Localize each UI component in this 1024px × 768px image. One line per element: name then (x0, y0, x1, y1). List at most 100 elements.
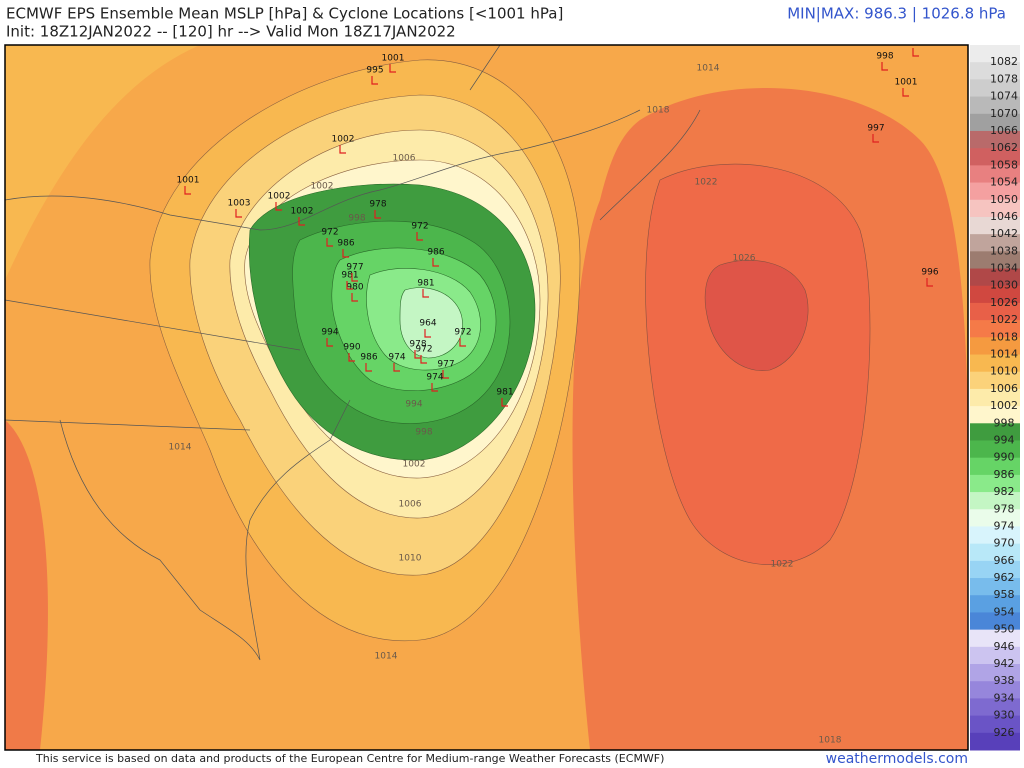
colorbar-label: 1062 (990, 141, 1018, 154)
colorbar-band (970, 646, 1020, 665)
cyclone-marker (926, 278, 933, 287)
fill-1014-nw (5, 45, 200, 280)
cyclone-pressure: 994 (321, 328, 338, 338)
colorbar-band (970, 337, 1020, 356)
contour-label: 1014 (169, 443, 192, 453)
cyclone-pressure: 995 (366, 66, 383, 76)
cyclone-pressure: 1001 (895, 78, 918, 88)
colorbar-label: 1074 (990, 90, 1018, 103)
colorbar-label: 1058 (990, 158, 1018, 171)
colorbar-band (970, 406, 1020, 424)
contour-label: 1014 (697, 64, 720, 74)
colorbar-band (970, 285, 1020, 304)
colorbar-band (970, 509, 1020, 527)
colorbar-label: 1022 (990, 313, 1018, 326)
cyclone-marker (348, 353, 355, 362)
cyclone-pressure: 978 (369, 200, 386, 210)
coastlines (5, 45, 701, 661)
colorbar-label: 1038 (990, 244, 1018, 257)
fill-1018-west (5, 420, 48, 750)
contour-label: 1026 (733, 254, 756, 264)
colorbar-label: 966 (994, 554, 1015, 567)
map-frame (4, 44, 969, 751)
cyclone-pressure: 972 (411, 222, 428, 232)
colorbar-label: 1006 (990, 382, 1018, 395)
colorbar-band (970, 715, 1020, 734)
colorbar-label: 1018 (990, 330, 1018, 343)
map-labels: 1014 1018 1022 1026 1022 1018 1014 1010 1006 1002… (169, 45, 939, 746)
colorbar-band (970, 595, 1020, 613)
cyclone-marker (393, 363, 400, 372)
colorbar-label: 930 (994, 709, 1015, 722)
colorbar-label: 986 (994, 468, 1015, 481)
fill-1026 (704, 260, 809, 371)
colorbar-band (970, 216, 1020, 235)
colorbar-label: 1082 (990, 55, 1018, 68)
cyclone-marker (389, 64, 396, 73)
colorbar-band (970, 79, 1020, 98)
cyclone-marker (351, 273, 358, 282)
cyclone-marker (420, 355, 427, 364)
colorbar-band (970, 526, 1020, 545)
cyclone-pressure: 986 (360, 353, 377, 363)
site: weathermodels.com (826, 751, 968, 767)
colorbar-band (970, 664, 1020, 682)
cyclone-pressure: 1003 (228, 199, 251, 209)
cyclone-marker (346, 281, 353, 290)
cyclone-pressure: 1002 (291, 207, 314, 217)
cyclone-pressure: 972 (454, 328, 471, 338)
colorbar-label: 990 (994, 451, 1015, 464)
cyclone-marker (326, 338, 333, 347)
colorbar-label: 1054 (990, 176, 1018, 189)
colorbar-label: 938 (994, 674, 1015, 687)
colorbar-label: 1066 (990, 124, 1018, 137)
colorbar-label: 1070 (990, 107, 1018, 120)
contour-label: 1006 (399, 500, 422, 510)
colorbar-label: 926 (994, 726, 1015, 739)
colorbar: 1082 1078 1074 1070 1066 1062 1058 1054 1050 1046… (970, 45, 1020, 751)
contour-label: 1022 (695, 178, 718, 188)
colorbar-band (970, 320, 1020, 338)
cyclone-pressure: 986 (337, 239, 354, 249)
cyclone-pressure: 1001 (177, 176, 200, 186)
contour-label: 1010 (399, 554, 422, 564)
cyclone-marker (431, 383, 438, 392)
cyclone-marker (374, 210, 381, 219)
contour-label: 1002 (311, 182, 334, 192)
cyclone-pressure: 981 (496, 388, 513, 398)
colorbar-band (970, 681, 1020, 699)
contour-label: 1014 (375, 652, 398, 662)
cyclone-pressure: 996 (921, 268, 938, 278)
cyclone-marker (501, 398, 508, 407)
cyclone-marker (912, 48, 919, 57)
colorbar-label: 994 (994, 433, 1015, 446)
cyclone-pressure: 974 (426, 373, 443, 383)
subtitle: Init: 18Z12JAN2022 -- [120] hr --> Valid… (6, 23, 456, 41)
colorbar-label: 974 (994, 519, 1015, 532)
colorbar-band (970, 698, 1020, 717)
contour-label: 1018 (819, 736, 842, 746)
colorbar-band (970, 371, 1020, 390)
colorbar-band (970, 732, 1020, 751)
cyclone-marker (414, 350, 421, 359)
cyclone-pressure: 977 (346, 263, 363, 273)
colorbar-band (970, 302, 1020, 321)
cyclone-pressure: 977 (437, 360, 454, 370)
colorbar-band (970, 629, 1020, 648)
credit: This service is based on data and produc… (35, 752, 664, 765)
colorbar-band (970, 560, 1020, 579)
cyclone-marker (442, 370, 449, 379)
colorbar-label: 1010 (990, 365, 1018, 378)
cyclone-pressure: 974 (388, 353, 405, 363)
colorbar-band (970, 113, 1020, 132)
contour-label: 1018 (647, 106, 670, 116)
contour-label: 998 (415, 428, 432, 438)
colorbar-label: 982 (994, 485, 1015, 498)
colorbar-label: 1034 (990, 262, 1018, 275)
colorbar-label: 1002 (990, 399, 1018, 412)
colorbar-band (970, 148, 1020, 166)
colorbar-label: 1030 (990, 279, 1018, 292)
cyclone-pressure: 986 (427, 248, 444, 258)
colorbar-label: 954 (994, 605, 1015, 618)
cyclone-pressure: 1002 (268, 192, 291, 202)
